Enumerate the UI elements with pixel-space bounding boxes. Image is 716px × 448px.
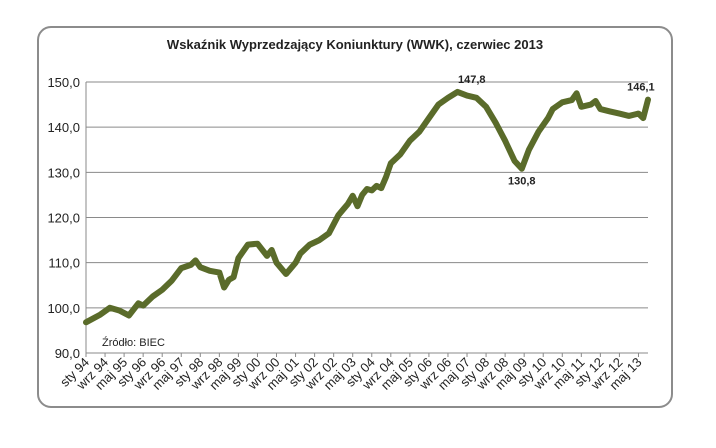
series-layer bbox=[83, 88, 651, 326]
y-tick-label: 100,0 bbox=[47, 301, 80, 316]
y-tick-label: 140,0 bbox=[47, 120, 80, 135]
y-tick-label: 150,0 bbox=[47, 75, 80, 90]
y-tick-label: 130,0 bbox=[47, 165, 80, 180]
source-note: Źródło: BIEC bbox=[102, 336, 165, 349]
data-label: 130,8 bbox=[508, 176, 536, 188]
data-label: 146,1 bbox=[627, 82, 655, 94]
y-tick-label: 90,0 bbox=[55, 346, 80, 361]
chart-title: Wskaźnik Wyprzedzający Koniunktury (WWK)… bbox=[167, 37, 543, 52]
y-tick-label: 120,0 bbox=[47, 211, 80, 226]
axes bbox=[85, 82, 648, 354]
y-axis-ticks: 90,0 100,0 110,0 120,0 130,0 140,0 150,0 bbox=[47, 75, 80, 361]
annotations: 147,8 130,8 146,1 bbox=[458, 74, 655, 188]
y-tick-label: 110,0 bbox=[48, 256, 80, 271]
data-label: 147,8 bbox=[458, 74, 486, 86]
grid-lines bbox=[86, 81, 648, 354]
series-line bbox=[83, 88, 651, 326]
